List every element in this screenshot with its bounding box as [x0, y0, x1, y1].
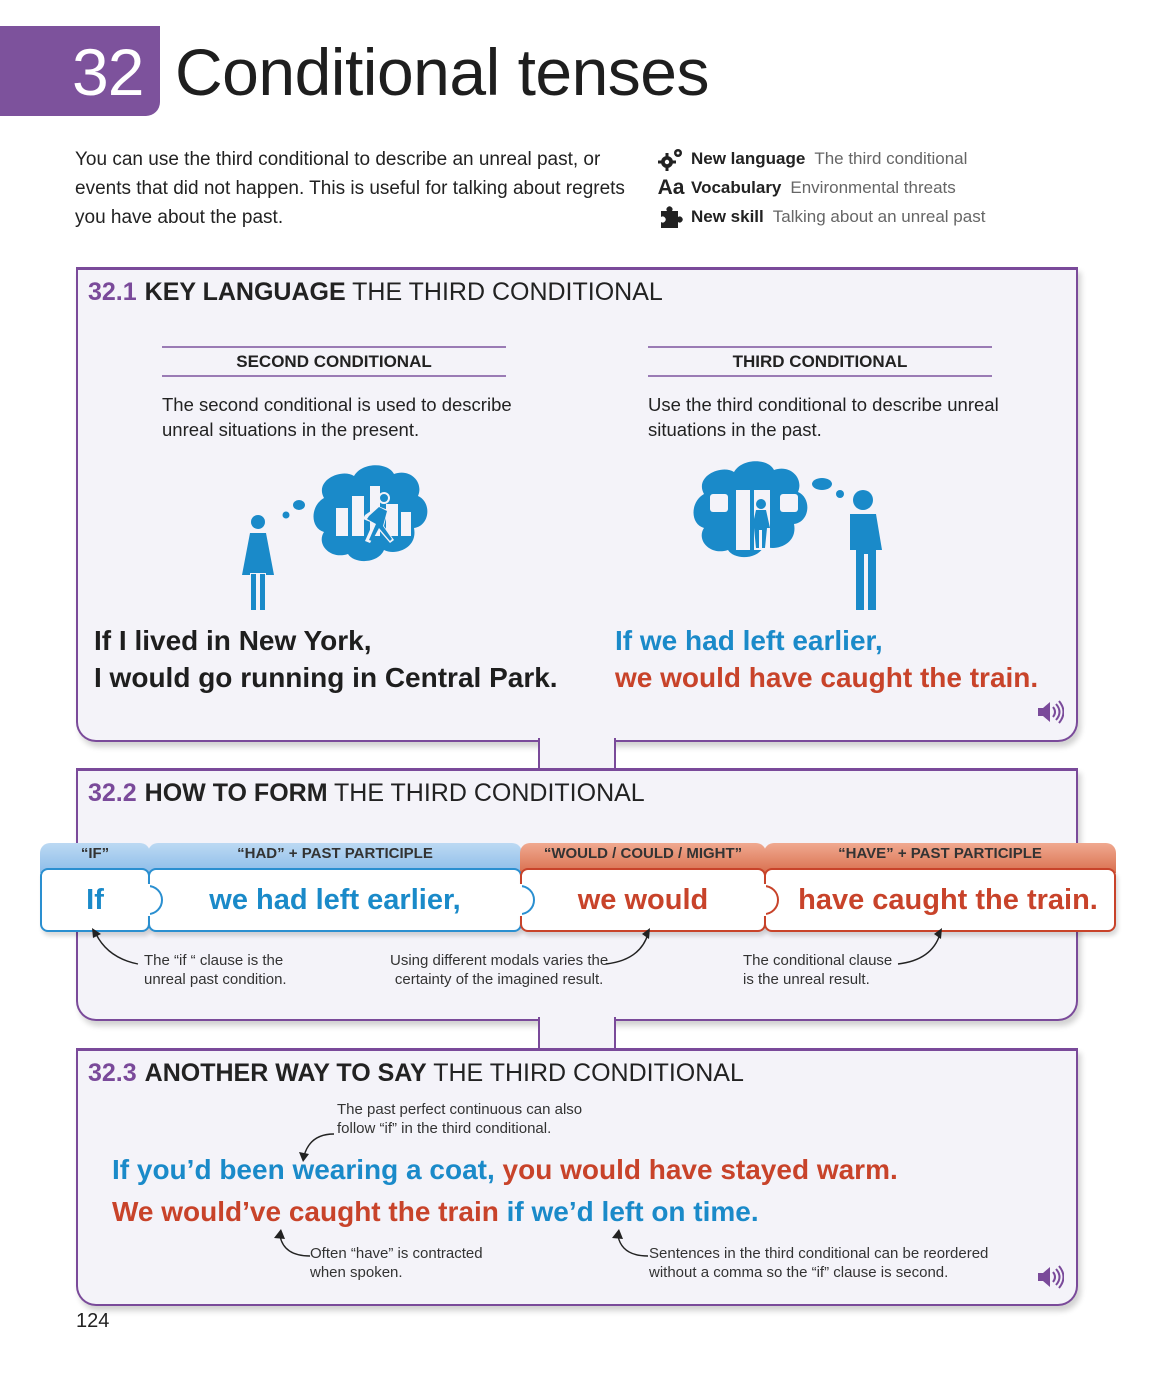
meta-label: Vocabulary — [691, 178, 782, 197]
result-clause: you would have stayed warm. — [502, 1154, 898, 1185]
second-conditional-heading: SECOND CONDITIONAL — [162, 346, 506, 377]
chapter-tab — [0, 26, 160, 116]
section-subject: THE THIRD CONDITIONAL — [334, 779, 645, 807]
panel-another-way: 32.3 ANOTHER WAY TO SAY THE THIRD CONDITI… — [76, 1048, 1078, 1306]
panel-key-language: 32.1 KEY LANGUAGE THE THIRD CONDITIONAL S… — [76, 267, 1078, 742]
third-conditional-heading: THIRD CONDITIONAL — [648, 346, 992, 377]
section-title: 32.3 ANOTHER WAY TO SAY THE THIRD CONDITI… — [88, 1059, 744, 1088]
intro-text: You can use the third conditional to des… — [75, 149, 625, 228]
annotation-arrows — [92, 928, 942, 965]
note-text: Using different modals varies the certai… — [390, 952, 609, 988]
third-conditional-example: If we had left earlier, we would have ca… — [615, 622, 1038, 696]
note-conditional-clause: The conditional clause is the unreal res… — [743, 951, 892, 989]
if-clause: If you’d been wearing a coat, — [112, 1154, 495, 1185]
meta-label: New skill — [691, 207, 764, 226]
example-sentence-2: We would’ve caught the train if we’d lef… — [112, 1196, 759, 1228]
formula-if: If — [40, 868, 150, 932]
puzzle-icon — [655, 205, 687, 229]
section-keyword: ANOTHER WAY TO SAY — [144, 1059, 427, 1087]
example-line: we would have caught the train. — [615, 662, 1039, 693]
section-number: 32.3 — [88, 1059, 137, 1087]
if-clause: if we’d left on time. — [506, 1196, 759, 1227]
meta-value: Talking about an unreal past — [772, 207, 986, 226]
meta-new-skill: New skill Talking about an unreal past — [655, 204, 985, 230]
chapter-title: Conditional tenses — [175, 35, 710, 109]
example-line: If we had left earlier, — [615, 625, 883, 656]
puzzle-knob — [512, 884, 535, 916]
note-contracted-have: Often “have” is contracted when spoken. — [310, 1244, 483, 1282]
chapter-number: 32 — [72, 35, 144, 109]
meta-label: New language — [691, 149, 806, 168]
gears-icon — [655, 147, 687, 171]
audio-speaker-icon[interactable] — [1036, 700, 1064, 724]
puzzle-knob — [756, 884, 779, 916]
meta-vocabulary: Aa Vocabulary Environmental threats — [655, 175, 956, 201]
note-reordered: Sentences in the third conditional can b… — [649, 1244, 988, 1282]
formula-would: we would — [520, 868, 766, 932]
note-text: The “if “ clause is the unreal past cond… — [144, 952, 287, 988]
section-title: 32.2 HOW TO FORM THE THIRD CONDITIONAL — [88, 779, 645, 808]
meta-new-language: New language The third conditional — [655, 146, 967, 172]
meta-value: Environmental threats — [790, 178, 956, 197]
note-if-clause: The “if “ clause is the unreal past cond… — [144, 951, 287, 989]
second-conditional-description: The second conditional is used to descri… — [162, 394, 512, 440]
note-text: Often “have” is contracted when spoken. — [310, 1245, 483, 1281]
note-past-perfect-continuous: The past perfect continuous can also fol… — [337, 1100, 582, 1138]
annotation-arrow — [274, 1229, 311, 1257]
example-line: If I lived in New York, — [94, 625, 372, 656]
formula-had-left: we had left earlier, — [148, 868, 522, 932]
example-sentence-1: If you’d been wearing a coat, you would … — [112, 1154, 898, 1186]
note-text: The past perfect continuous can also fol… — [337, 1101, 583, 1137]
audio-speaker-icon[interactable] — [1036, 1265, 1064, 1289]
third-conditional-description: Use the third conditional to describe un… — [648, 394, 999, 440]
note-modals: Using different modals varies the certai… — [390, 951, 608, 989]
section-subject: THE THIRD CONDITIONAL — [352, 278, 663, 306]
puzzle-knob — [140, 884, 163, 916]
note-text: Sentences in the third conditional can b… — [649, 1245, 989, 1281]
formula-have-caught: have caught the train. — [764, 868, 1116, 932]
man-dreaming-train-illustration — [693, 461, 882, 610]
section-number: 32.1 — [88, 278, 137, 306]
section-keyword: KEY LANGUAGE — [144, 278, 346, 306]
annotation-arrow — [299, 1133, 335, 1162]
example-line: I would go running in Central Park. — [94, 662, 558, 693]
note-text: The conditional clause is the unreal res… — [743, 952, 893, 988]
section-title: 32.1 KEY LANGUAGE THE THIRD CONDITIONAL — [88, 278, 663, 307]
panel-connector — [538, 1017, 616, 1051]
second-conditional-example: If I lived in New York, I would go runni… — [94, 622, 558, 696]
panel-connector — [538, 738, 616, 772]
meta-value: The third conditional — [814, 149, 968, 168]
section-number: 32.2 — [88, 779, 137, 807]
annotation-arrow — [612, 1229, 649, 1257]
result-clause: We would’ve caught the train — [112, 1196, 499, 1227]
aa-icon: Aa — [657, 176, 685, 199]
section-subject: THE THIRD CONDITIONAL — [433, 1059, 744, 1087]
woman-dreaming-city-illustration — [242, 465, 428, 610]
section-keyword: HOW TO FORM — [144, 779, 328, 807]
page-number: 124 — [76, 1310, 110, 1332]
